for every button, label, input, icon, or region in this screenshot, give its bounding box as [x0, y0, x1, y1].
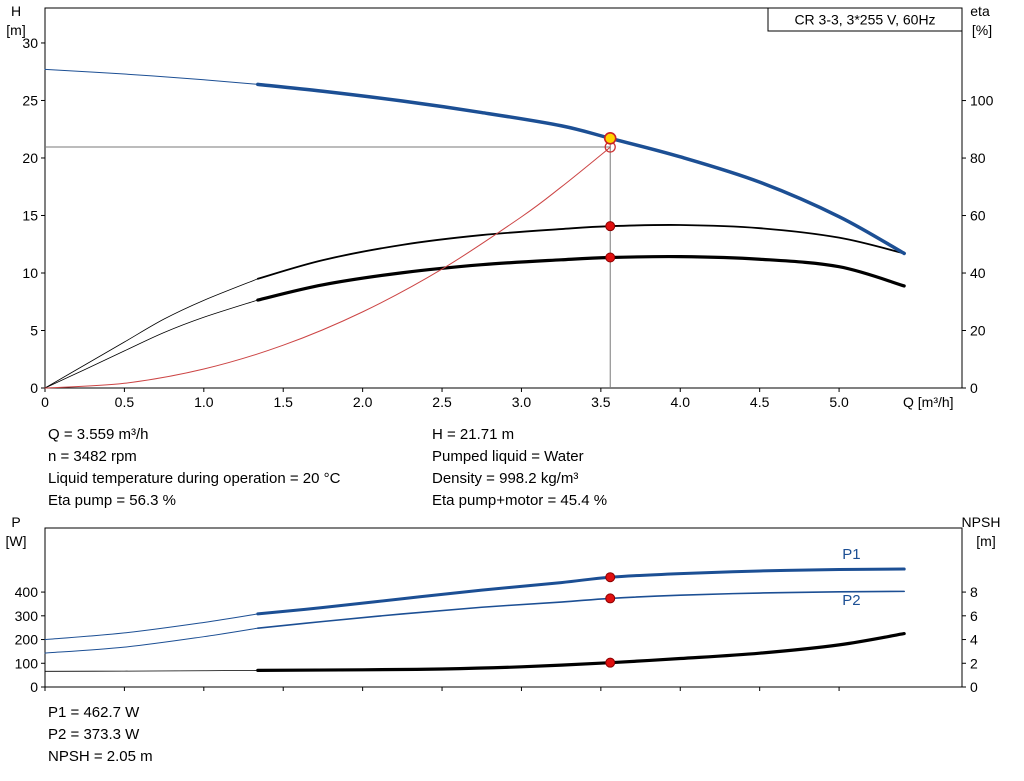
x-tick-label: 1.5 [273, 394, 293, 410]
info-line-eta-pump-motor: Eta pump+motor = 45.4 % [432, 492, 608, 509]
y-left-tick-label: 25 [22, 92, 38, 108]
y-right-tick-label: 4 [970, 632, 978, 648]
power-npsh-chart-border [44, 527, 963, 688]
x-tick-label: 0.5 [115, 394, 135, 410]
x-tick-label: 0 [41, 394, 49, 410]
y-left-axis-title: P [11, 514, 20, 530]
x-tick-label: 2.5 [432, 394, 452, 410]
y-left-tick-label: 0 [30, 679, 38, 695]
y-left-tick-label: 15 [22, 207, 38, 223]
y-left-tick-label: 5 [30, 322, 38, 338]
npsh-curve-thin [44, 669, 259, 672]
y-right-tick-label: 100 [970, 93, 994, 109]
p2-curve-thin [44, 627, 259, 654]
y-left-tick-label: 200 [15, 632, 39, 648]
eta-pump-curve-thin [44, 278, 259, 389]
x-tick-label: 4.5 [750, 394, 770, 410]
power-npsh-data-column: P1 = 462.7 W P2 = 373.3 W NPSH = 2.05 m [48, 702, 153, 768]
eta-pump-curve [256, 224, 906, 280]
eta-pump-motor-curve-thin [44, 299, 259, 389]
info-line-liquid-temperature: Liquid temperature during operation = 20… [48, 470, 341, 487]
info-line-eta-pump: Eta pump = 56.3 % [48, 492, 176, 509]
y-right-tick-label: 2 [970, 655, 978, 671]
y-left-tick-label: 30 [22, 35, 38, 51]
eta-pump-motor-curve [256, 254, 906, 302]
duty-point-marker[interactable] [603, 132, 617, 145]
npsh-duty-dot [605, 657, 616, 668]
qh-curve [256, 82, 906, 256]
p1-curve-thin [44, 613, 259, 641]
p2-curve-label: P2 [842, 592, 860, 609]
p1-duty-dot [605, 572, 616, 583]
y-left-axis-title: H [11, 3, 21, 19]
x-tick-label: 5.0 [829, 394, 849, 410]
y-left-tick-label: 0 [30, 380, 38, 396]
x-tick-label: 3.0 [512, 394, 532, 410]
y-left-tick-label: 400 [15, 584, 39, 600]
operating-data-left-column: Q = 3.559 m³/h n = 3482 rpm Liquid tempe… [48, 424, 340, 512]
y-right-axis-title: NPSH [962, 514, 1001, 530]
p1-curve [256, 567, 906, 616]
y-left-axis-unit: [W] [6, 533, 27, 549]
info-line-flow: Q = 3.559 m³/h [48, 426, 149, 443]
y-right-tick-label: 40 [970, 265, 986, 281]
y-left-tick-label: 300 [15, 608, 39, 624]
qh-eta-chart-border [44, 7, 963, 389]
info-line-head: H = 21.71 m [432, 426, 515, 443]
y-right-axis-title: eta [970, 3, 990, 19]
y-right-tick-label: 80 [970, 150, 986, 166]
eta-pump-motor-duty-dot [605, 252, 616, 263]
info-line-p1: P1 = 462.7 W [48, 704, 140, 721]
y-right-tick-label: 0 [970, 679, 978, 695]
y-right-tick-label: 20 [970, 323, 986, 339]
title-box [767, 7, 963, 32]
x-axis-title: Q [m³/h] [903, 394, 954, 410]
x-tick-label: 3.5 [591, 394, 611, 410]
system-curve [44, 146, 611, 389]
x-tick-label: 1.0 [194, 394, 214, 410]
y-right-axis-unit: [%] [972, 22, 992, 38]
p2-curve [257, 590, 905, 629]
info-line-p2: P2 = 373.3 W [48, 726, 140, 743]
y-right-tick-label: 6 [970, 608, 978, 624]
info-line-speed: n = 3482 rpm [48, 448, 137, 465]
y-left-tick-label: 100 [15, 655, 39, 671]
x-tick-label: 2.0 [353, 394, 373, 410]
y-left-tick-label: 20 [22, 150, 38, 166]
qh-curve-thin [44, 68, 259, 85]
y-right-tick-label: 0 [970, 380, 978, 396]
info-line-pumped-liquid: Pumped liquid = Water [432, 448, 584, 465]
y-right-tick-label: 8 [970, 584, 978, 600]
p2-duty-dot [605, 593, 616, 604]
y-right-tick-label: 60 [970, 208, 986, 224]
y-left-axis-unit: [m] [6, 22, 25, 38]
p1-curve-label: P1 [842, 546, 860, 563]
operating-data-right-column: H = 21.71 m Pumped liquid = Water Densit… [432, 424, 607, 512]
y-left-tick-label: 10 [22, 265, 38, 281]
info-line-npsh: NPSH = 2.05 m [48, 748, 153, 765]
x-tick-label: 4.0 [671, 394, 691, 410]
npsh-curve [256, 632, 906, 672]
title-box-label: CR 3-3, 3*255 V, 60Hz [794, 12, 935, 28]
eta-pump-duty-dot [605, 221, 616, 232]
info-line-density: Density = 998.2 kg/m³ [432, 470, 579, 487]
y-right-axis-unit: [m] [976, 533, 995, 549]
